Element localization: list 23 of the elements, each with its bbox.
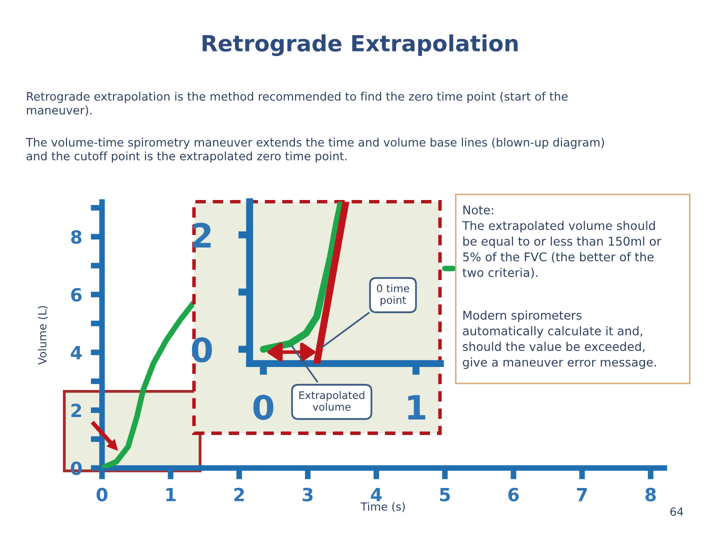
annotation: Modern spirometers automatically calculate it and, should the value be exceeded, give a maneuver error message. [462,310,656,369]
x-tick-label: 2 [234,488,244,502]
y-tick-label: 6 [71,288,82,302]
x-tick-label: 3 [302,488,313,502]
x-tick-label: 6 [508,488,519,502]
text: 64 [670,507,684,516]
y-tick-label: 4 [70,346,82,360]
x-tick-label: 1 [166,488,176,502]
chart-title: Retrograde Extrapolation [202,34,518,56]
x-tick-label: 8 [645,488,656,502]
text: Retrograde extrapolation is the method recommended to find the zero time point (start of the maneuver). [26,92,568,116]
x-tick-label: 4 [370,488,382,502]
y-axis-title: Volume (L) [38,306,48,365]
x-tick-label: 0 [96,488,108,502]
annotation: 0 time point [376,284,410,306]
y-tick-label: 8 [71,230,82,244]
x-tick-label: 7 [576,488,587,502]
annotation: Extrapolated volume [299,391,364,411]
text: The volume-time spirometry maneuver extends the time and volume base lines (blown-up diagram) and the cutoff point is the extrapolated zero time point. [26,138,604,163]
annotation: Note: The extrapolated volume should be equal to or less than 150ml or 5% of the FVC (the better of the two criteria). [462,206,662,278]
x-axis-title: Time (s) [360,502,405,512]
x-tick-label: 5 [440,488,450,502]
x-tick-label: 1 [408,395,426,420]
